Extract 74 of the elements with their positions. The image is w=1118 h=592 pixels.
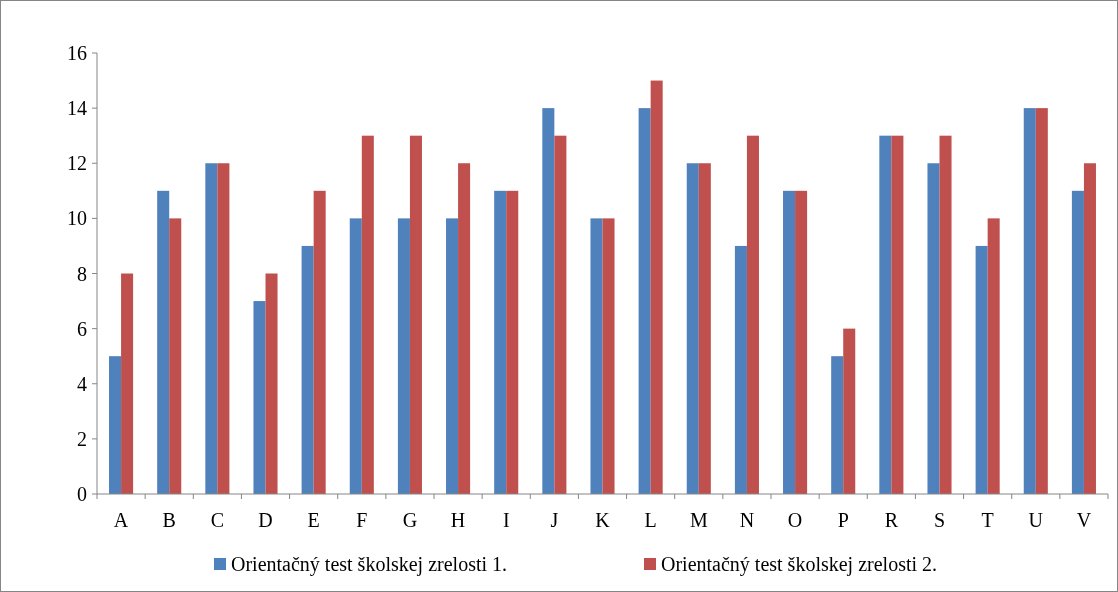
x-tick-label: G [402,509,418,531]
bar [638,108,651,494]
x-tick-label: P [837,509,849,531]
bar [602,218,615,494]
legend-label: Orientačný test školskej zrelosti 2. [661,553,938,576]
x-tick-label: V [1076,509,1092,531]
x-tick-label: N [739,509,755,531]
y-tick-label: 8 [77,262,87,285]
bar [1023,108,1036,494]
bar [265,273,278,494]
y-tick-label: 6 [77,317,87,340]
y-tick-label: 10 [67,207,87,230]
bar [446,218,459,494]
bar [253,301,266,494]
x-tick-label: B [162,509,176,531]
bar [506,190,519,494]
bar [987,218,1000,494]
x-tick-label: F [356,509,368,531]
bar [542,108,555,494]
x-tick-label: M [689,509,708,531]
bar [494,190,507,494]
bar [975,245,988,494]
bar [313,190,326,494]
x-tick-label: K [595,509,611,531]
legend-label: Orientačný test školskej zrelosti 1. [231,553,508,576]
x-tick-label: R [884,509,899,531]
bar [349,218,362,494]
y-tick-label: 2 [77,427,87,450]
bar [205,163,218,494]
x-tick-label: C [210,509,225,531]
bar [157,190,170,494]
bar [939,135,952,494]
x-tick-label: S [933,509,946,531]
y-tick-label: 12 [67,152,87,175]
x-tick-label: I [502,509,510,531]
bar [169,218,182,494]
x-tick-label: E [307,509,320,531]
bar [217,163,230,494]
y-tick-label: 4 [77,372,87,395]
x-tick-label: L [644,509,657,531]
bar [109,356,122,494]
bar [927,163,940,494]
bar [1071,190,1084,494]
bar [698,163,711,494]
bar [1083,163,1096,494]
bar [361,135,374,494]
x-tick-label: J [550,509,559,531]
bar [879,135,892,494]
bar [891,135,904,494]
y-tick-label: 14 [67,97,87,120]
bar [843,328,856,494]
bar [409,135,422,494]
x-tick-label: A [113,509,129,531]
bar [590,218,603,494]
bar [783,190,796,494]
bar [554,135,567,494]
bar [458,163,471,494]
bar [831,356,844,494]
x-tick-label: U [1028,509,1044,531]
y-tick-label: 16 [67,42,87,64]
bar [650,80,663,494]
bar [301,245,314,494]
bar [746,135,759,494]
x-tick-label: D [258,509,273,531]
bar [1035,108,1048,494]
bar [397,218,410,494]
x-tick-label: H [450,509,466,531]
y-tick-label: 0 [77,483,87,505]
bar [795,190,808,494]
x-tick-label: O [787,509,803,531]
bar [121,273,134,494]
bar [686,163,699,494]
bar [734,245,747,494]
x-tick-label: T [981,509,994,531]
